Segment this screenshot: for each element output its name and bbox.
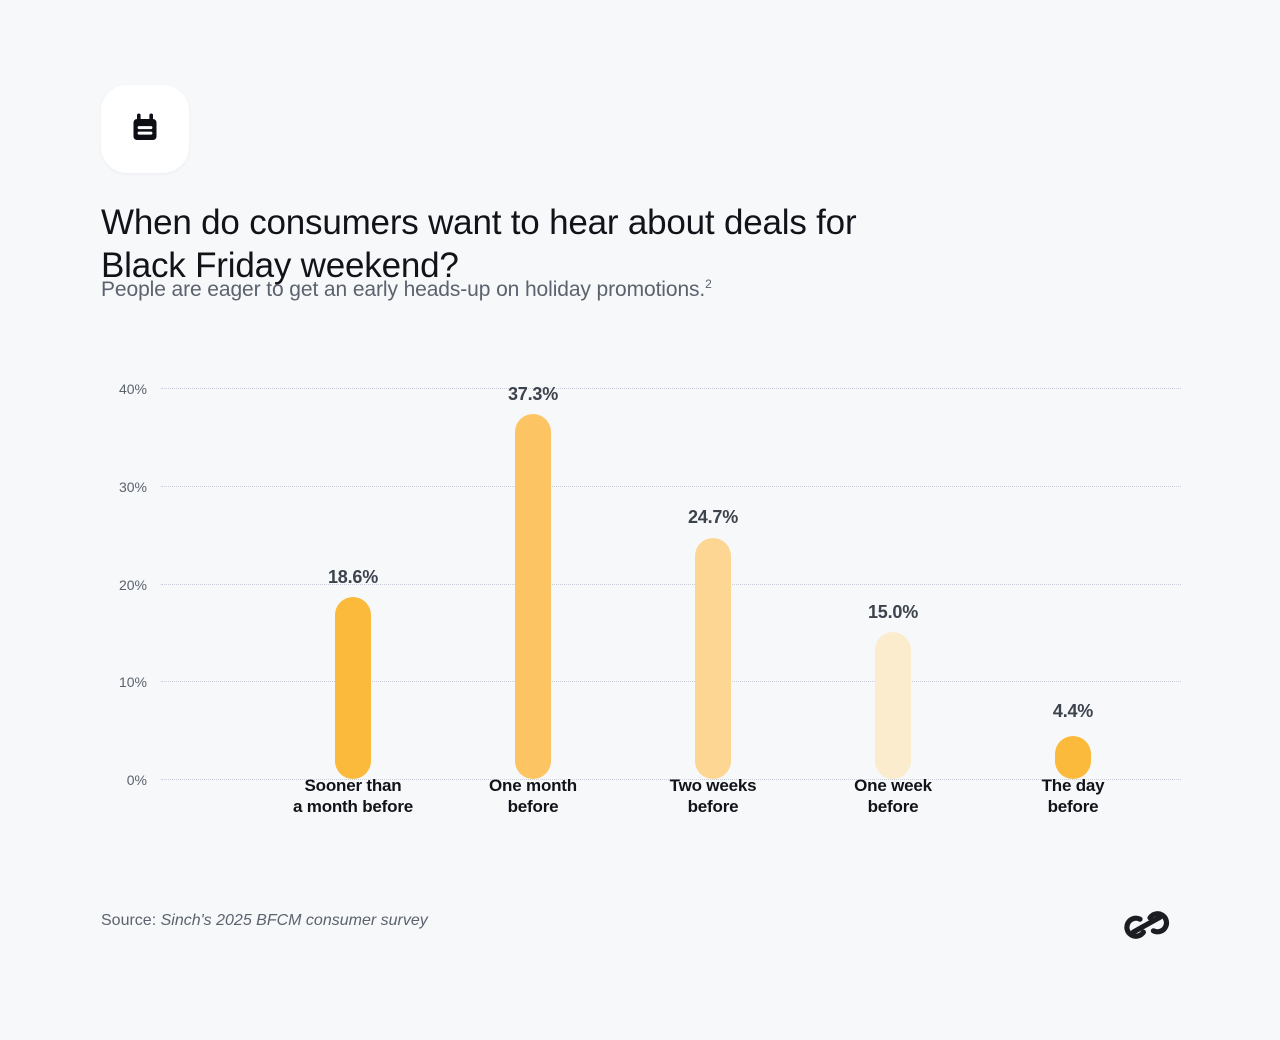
bar-1[interactable]: [335, 597, 371, 779]
page-subtitle-text: People are eager to get an early heads-u…: [101, 278, 706, 301]
y-axis-tick-10: 10%: [118, 674, 147, 691]
page-title-line-1: When do consumers want to hear about dea…: [101, 203, 857, 243]
bar-4[interactable]: [875, 632, 911, 779]
bar-1-label: Sooner than a month before: [293, 775, 413, 817]
gridline-0: 0%: [127, 772, 1181, 788]
bar-3-label-line-2: before: [687, 797, 739, 816]
y-axis-tick-40: 40%: [118, 381, 147, 397]
y-axis-tick-0: 0%: [126, 772, 147, 788]
page-subtitle: People are eager to get an early heads-u…: [101, 276, 712, 304]
bar-3[interactable]: [695, 537, 731, 779]
bar-2[interactable]: [515, 414, 551, 779]
bar-5-label: The day before: [1042, 775, 1105, 817]
bar-group-4[interactable]: 15.0% One week before: [833, 375, 953, 816]
bar-4-label: One week before: [854, 775, 932, 817]
bar-3-label: Two weeks before: [670, 775, 757, 817]
bar-2-label-line-1: One month: [489, 776, 577, 795]
y-axis-tick-20: 20%: [118, 576, 147, 593]
bar-2-label: One month before: [489, 775, 577, 817]
bar-5-label-line-1: The day: [1041, 776, 1105, 795]
bar-group-2[interactable]: 37.3% One month before: [473, 375, 593, 816]
bar-1-label-line-2: a month before: [293, 797, 413, 816]
gridline-30: 30%: [119, 479, 1181, 495]
page-title: When do consumers want to hear about dea…: [101, 201, 1001, 287]
calendar-icon: [125, 109, 165, 149]
source-note: Source: Sinch's 2025 BFCM consumer surve…: [101, 912, 428, 930]
bar-5-label-line-2: before: [1047, 797, 1099, 816]
bar-5[interactable]: [1055, 736, 1091, 779]
bar-series: 18.6% Sooner than a month before 37.3% O…: [161, 375, 1181, 816]
bar-3-value: 24.7%: [687, 507, 739, 527]
bar-group-1[interactable]: 18.6% Sooner than a month before: [293, 375, 413, 816]
bar-2-label-line-2: before: [507, 797, 559, 816]
bar-group-3[interactable]: 24.7% Two weeks before: [653, 375, 773, 816]
footnote-marker: 2: [705, 277, 712, 291]
bar-chart: 40% 30% 20% 10% 0% 18.6% Sooner than: [101, 375, 1181, 816]
gridline-10: 10%: [119, 674, 1181, 690]
bar-1-value: 18.6%: [327, 567, 379, 587]
bar-4-value: 15.0%: [867, 602, 919, 622]
bar-5-value: 4.4%: [1052, 701, 1094, 721]
gridline-20: 20%: [119, 577, 1181, 593]
source-label: Source:: [101, 912, 161, 929]
bar-3-label-line-1: Two weeks: [669, 776, 757, 795]
calendar-icon-badge: [101, 85, 189, 173]
bar-4-label-line-1: One week: [854, 776, 932, 795]
page-title-line-2: Black Friday weekend?: [101, 246, 459, 286]
bar-2-value: 37.3%: [507, 384, 559, 404]
bar-group-5[interactable]: 4.4% The day before: [1013, 375, 1133, 816]
bar-1-label-line-1: Sooner than: [304, 776, 402, 795]
source-value: Sinch's 2025 BFCM consumer survey: [160, 912, 428, 929]
gridline-40: 40%: [119, 381, 1181, 397]
plot-area: 40% 30% 20% 10% 0% 18.6% Sooner than: [119, 375, 1181, 816]
y-axis-tick-30: 30%: [118, 478, 147, 495]
bar-4-label-line-2: before: [867, 797, 919, 816]
sinch-logo: [1115, 905, 1179, 945]
